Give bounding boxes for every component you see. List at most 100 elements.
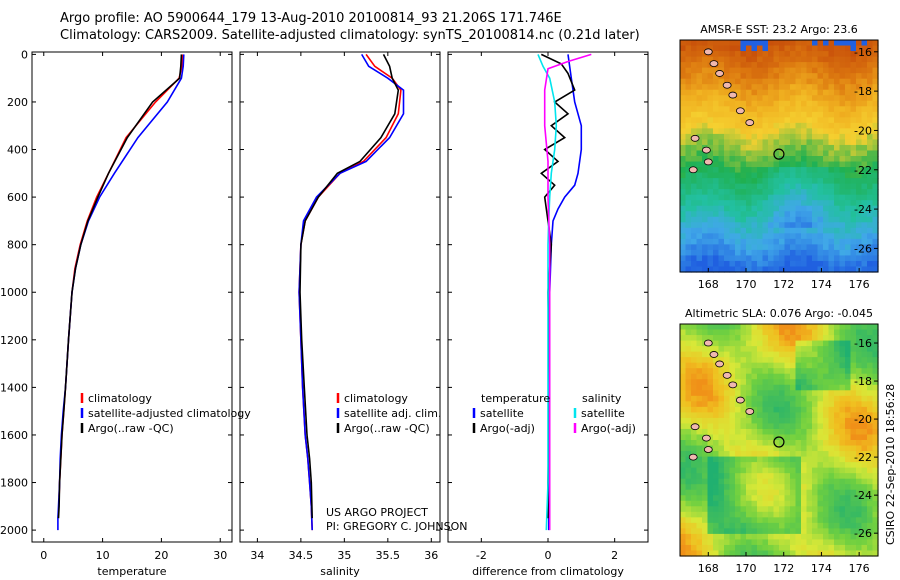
sst-cell bbox=[751, 255, 758, 262]
sla-cell bbox=[845, 434, 852, 441]
sst-cell bbox=[746, 56, 753, 63]
sla-cell bbox=[685, 445, 692, 452]
sla-cell bbox=[779, 351, 786, 358]
sst-cell bbox=[861, 178, 868, 185]
sst-cell bbox=[861, 139, 868, 146]
sst-cell bbox=[757, 133, 764, 141]
sst-cell bbox=[850, 62, 857, 69]
sla-cell bbox=[828, 550, 835, 557]
sst-cell bbox=[784, 205, 791, 212]
sst-cell bbox=[834, 244, 841, 251]
sla-cell bbox=[740, 351, 747, 358]
sst-cell bbox=[746, 100, 753, 107]
sla-cell bbox=[757, 390, 764, 397]
sst-cell bbox=[795, 133, 802, 141]
sst-cell bbox=[828, 150, 835, 157]
sla-cell bbox=[718, 428, 725, 436]
sst-cell bbox=[724, 183, 731, 190]
sst-cell bbox=[779, 216, 786, 223]
sst-cell bbox=[812, 233, 819, 240]
sst-xtick-label: 174 bbox=[811, 278, 832, 291]
sla-cell bbox=[801, 384, 808, 391]
sst-cell bbox=[762, 73, 769, 80]
sst-cell bbox=[795, 100, 802, 107]
sst-cell bbox=[718, 189, 725, 196]
sst-cell bbox=[790, 133, 797, 141]
sst-cell bbox=[790, 45, 797, 52]
sla-cell bbox=[850, 368, 857, 375]
sal-xlabel: salinity bbox=[320, 565, 360, 578]
sst-cell bbox=[696, 139, 703, 146]
sla-cell bbox=[680, 533, 687, 541]
sla-cell bbox=[773, 351, 780, 358]
sla-cell bbox=[757, 373, 764, 380]
sla-cell bbox=[735, 373, 742, 380]
sla-cell bbox=[861, 484, 868, 491]
sst-cell bbox=[850, 161, 857, 168]
sst-cell bbox=[762, 62, 769, 69]
sla-cell bbox=[762, 384, 769, 391]
sst-cell bbox=[828, 144, 835, 152]
sla-cell bbox=[751, 484, 758, 491]
sla-cell bbox=[751, 417, 758, 425]
sst-xtick-label: 172 bbox=[773, 278, 794, 291]
sla-cell bbox=[850, 500, 857, 507]
sla-cell bbox=[779, 528, 786, 535]
sla-cell bbox=[856, 423, 863, 430]
sst-cell bbox=[685, 133, 692, 141]
sla-cell bbox=[779, 500, 786, 507]
sla-cell bbox=[757, 368, 764, 375]
sla-cell bbox=[724, 362, 731, 369]
sla-cell bbox=[707, 451, 714, 458]
sla-cell bbox=[724, 462, 731, 469]
sst-cell bbox=[779, 84, 786, 91]
sla-cell bbox=[702, 511, 709, 518]
sla-cell bbox=[817, 346, 824, 353]
sst-cell bbox=[724, 73, 731, 80]
sla-cell bbox=[691, 384, 698, 391]
sla-cell bbox=[839, 489, 846, 496]
sla-cell bbox=[856, 489, 863, 496]
sla-cell bbox=[823, 423, 830, 430]
sst-cell bbox=[856, 238, 863, 245]
sst-cell bbox=[795, 78, 802, 85]
sst-cell bbox=[740, 200, 747, 207]
sst-cell bbox=[768, 62, 775, 69]
sst-cell bbox=[707, 95, 714, 102]
sla-cell bbox=[790, 329, 797, 336]
sla-cell bbox=[839, 362, 846, 369]
sst-cell bbox=[861, 222, 868, 229]
sst-cell bbox=[746, 194, 753, 201]
sst-cell bbox=[680, 133, 687, 141]
sst-cell bbox=[801, 244, 808, 251]
sla-cell bbox=[867, 412, 874, 419]
sla-cell bbox=[872, 528, 879, 535]
sst-cell bbox=[685, 78, 692, 85]
sst-cell bbox=[768, 156, 775, 163]
sla-cell bbox=[779, 522, 786, 529]
sla-cell bbox=[801, 511, 808, 518]
sst-cell bbox=[757, 78, 764, 85]
sst-cell bbox=[872, 122, 879, 129]
sst-cell bbox=[817, 222, 824, 229]
sla-cell bbox=[696, 456, 703, 463]
sst-cell bbox=[713, 244, 720, 251]
sla-cell bbox=[861, 506, 868, 513]
sla-cell bbox=[773, 340, 780, 347]
sst-cell bbox=[828, 51, 835, 58]
sst-cell bbox=[806, 161, 813, 168]
sst-cell bbox=[839, 266, 846, 273]
sst-cell bbox=[707, 211, 714, 218]
sst-cell bbox=[806, 78, 813, 85]
sla-cell bbox=[707, 440, 714, 447]
sst-cell bbox=[768, 144, 775, 152]
sla-cell bbox=[812, 340, 819, 347]
sla-cell bbox=[834, 384, 841, 391]
sst-cell bbox=[751, 211, 758, 218]
sla-cell bbox=[867, 462, 874, 469]
sla-cell bbox=[850, 401, 857, 408]
sla-cell bbox=[861, 390, 868, 397]
sst-cell bbox=[812, 73, 819, 80]
sst-cell bbox=[784, 122, 791, 129]
sst-cell bbox=[691, 78, 698, 85]
